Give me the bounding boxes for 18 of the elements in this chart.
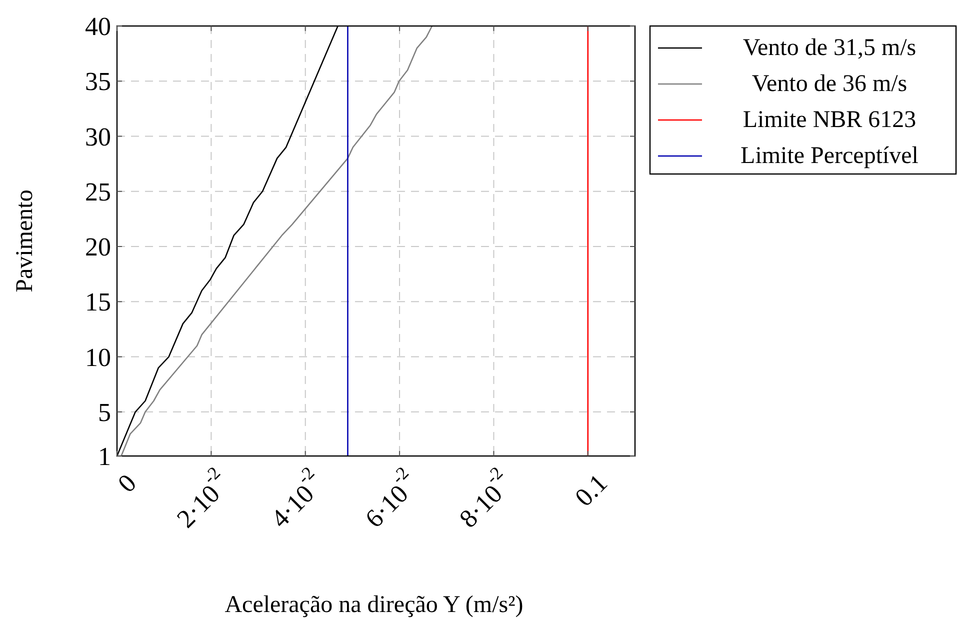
- legend-label: Limite Perceptível: [740, 143, 919, 169]
- y-tick-label: 25: [85, 176, 111, 206]
- y-tick-label: 15: [85, 287, 111, 316]
- y-tick-label: 10: [85, 342, 111, 372]
- legend-label: Vento de 31,5 m/s: [742, 35, 916, 61]
- y-tick-label: 40: [85, 12, 111, 40]
- x-tick-label: 0.1: [570, 468, 614, 512]
- y-tick-label: 1: [98, 442, 111, 470]
- x-axis-title: Aceleração na direção Y (m/s²): [224, 592, 524, 618]
- legend-label: Limite NBR 6123: [742, 107, 916, 133]
- x-tick-label: 0: [112, 468, 142, 498]
- y-axis-title: Pavimento: [12, 190, 38, 292]
- y-tick-label: 20: [85, 232, 111, 262]
- y-tick-label: 35: [85, 66, 111, 96]
- legend-label: Vento de 36 m/s: [752, 71, 908, 97]
- line-series: [120, 25, 433, 457]
- y-tick-label: 5: [98, 397, 111, 426]
- y-tick-label: 30: [85, 122, 111, 151]
